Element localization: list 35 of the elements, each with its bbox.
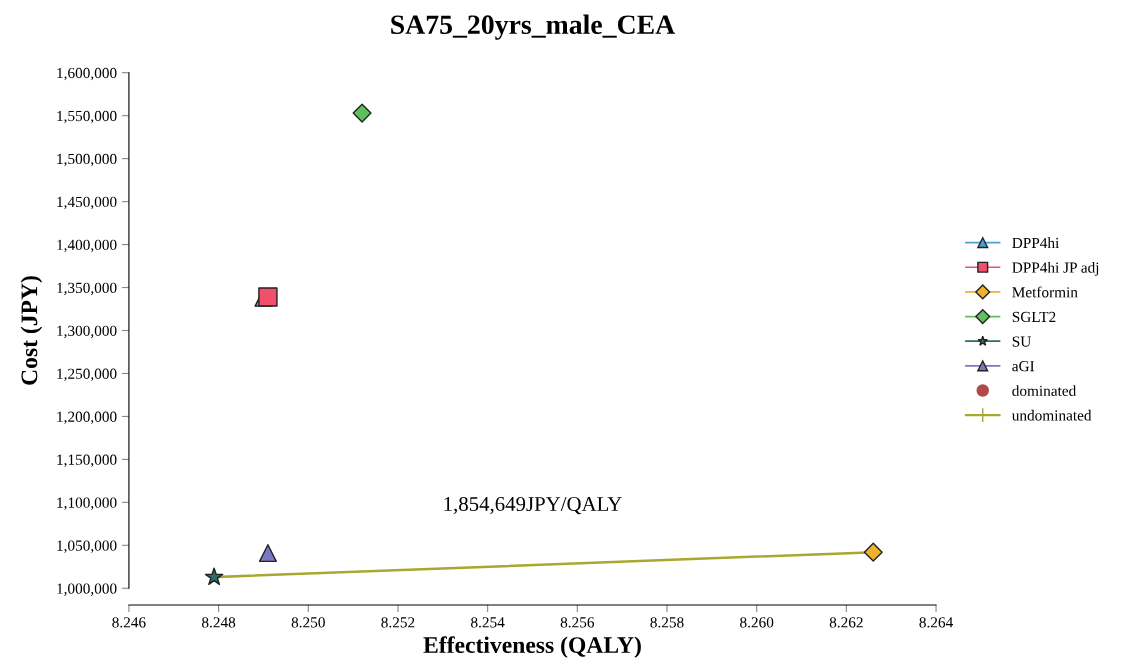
y-tick-label: 1,400,000 (57, 239, 117, 253)
legend-label: aGI (1012, 361, 1035, 372)
legend-label: Metformin (1012, 286, 1078, 298)
legend-label: undominated (1011, 409, 1092, 421)
x-tick-label: 8.248 (201, 617, 236, 628)
x-tick-label: 8.254 (471, 617, 505, 628)
y-tick-label: 1,100,000 (57, 497, 117, 511)
y-tick-label: 1,050,000 (57, 540, 117, 553)
x-tick-label: 8.264 (919, 617, 953, 628)
x-tick-label: 8.258 (650, 617, 684, 628)
legend-label: SU (1012, 336, 1031, 347)
y-tick-label: 1,150,000 (57, 454, 117, 468)
y-tick-label: 1,350,000 (57, 282, 117, 296)
y-tick-label: 1,250,000 (57, 368, 117, 382)
x-tick-label: 8.256 (560, 617, 595, 628)
legend-label: DPP4hi (1012, 237, 1060, 248)
x-tick-label: 8.262 (829, 617, 863, 628)
x-tick-label: 8.252 (381, 617, 415, 628)
y-tick-label: 1,300,000 (57, 325, 117, 339)
y-tick-label: 1,200,000 (57, 411, 117, 425)
legend-label: dominated (1012, 385, 1077, 396)
y-tick-label: 1,000,000 (57, 583, 117, 596)
y-axis-title: Cost (JPY) (20, 276, 43, 385)
x-tick-label: 8.260 (740, 617, 774, 628)
x-axis-title: Effectiveness (QALY) (423, 636, 641, 658)
y-tick-label: 1,550,000 (57, 110, 117, 124)
annotation: 1,854,649JPY/QALY (444, 496, 622, 515)
y-tick-label: 1,450,000 (57, 196, 117, 210)
y-tick-label: 1,500,000 (57, 153, 117, 167)
legend-label: DPP4hi JP adj (1012, 262, 1099, 276)
x-tick-label: 8.250 (291, 617, 325, 628)
y-tick-label: 1,600,000 (57, 67, 117, 81)
legend-label: SGLT2 (1012, 311, 1056, 323)
chart-title: SA75_20yrs_male_CEA (391, 14, 676, 40)
x-tick-label: 8.246 (112, 617, 146, 628)
